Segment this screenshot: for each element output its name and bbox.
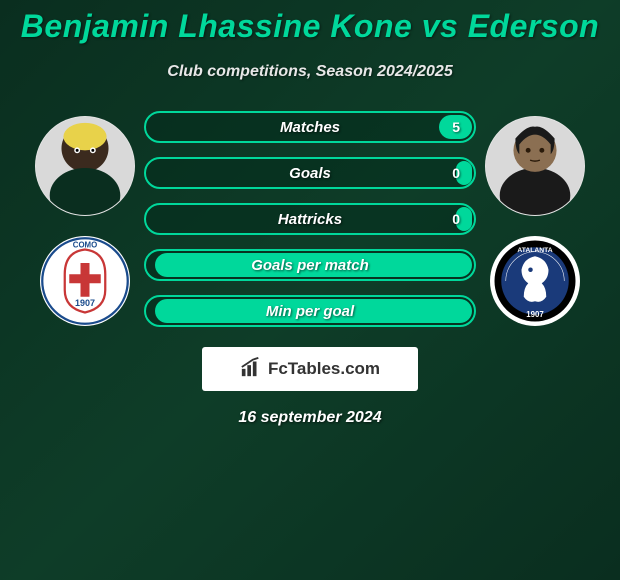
left-player-avatar [35,116,135,216]
stats-list: Matches 5 Goals 0 Hattricks 0 Goals per … [140,111,480,327]
stat-label: Goals per match [251,257,369,274]
stat-right-value: 0 [452,211,460,227]
stat-row-goals: Goals 0 [144,157,476,189]
right-player-column: 1907 ATALANTA [480,111,590,326]
branding-text: FcTables.com [268,359,380,379]
left-club-logo: 1907 COMO [40,236,130,326]
stat-right-value: 0 [452,165,460,181]
svg-text:1907: 1907 [75,298,95,308]
right-player-avatar [485,116,585,216]
right-club-logo: 1907 ATALANTA [490,236,580,326]
branding-badge[interactable]: FcTables.com [202,347,418,391]
left-player-column: 1907 COMO [30,111,140,326]
stat-label: Goals [289,165,331,182]
svg-text:COMO: COMO [73,240,97,249]
stat-label: Matches [280,119,340,136]
comparison-body: 1907 COMO Matches 5 Goals 0 Hattricks 0 [0,111,620,327]
stat-row-min-per-goal: Min per goal [144,295,476,327]
stat-label: Hattricks [278,211,342,228]
chart-icon [240,356,262,383]
stat-right-value: 5 [452,119,460,135]
svg-text:ATALANTA: ATALANTA [517,247,552,254]
stat-row-matches: Matches 5 [144,111,476,143]
comparison-date: 16 september 2024 [0,409,620,427]
stat-row-goals-per-match: Goals per match [144,249,476,281]
comparison-subtitle: Club competitions, Season 2024/2025 [0,63,620,81]
stat-label: Min per goal [266,303,354,320]
svg-text:1907: 1907 [526,310,544,319]
comparison-title: Benjamin Lhassine Kone vs Ederson [0,0,620,45]
stat-row-hattricks: Hattricks 0 [144,203,476,235]
